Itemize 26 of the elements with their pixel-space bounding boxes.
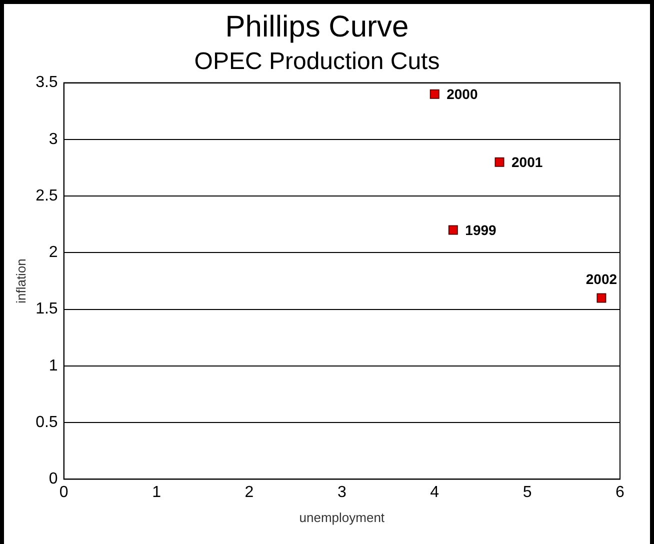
annotation: 2001 — [512, 154, 543, 170]
x-tick-label: 6 — [616, 484, 625, 502]
y-axis-title: inflation — [13, 258, 28, 304]
y-tick-label: 2 — [48, 244, 58, 262]
chart-title: Phillips Curve — [225, 10, 409, 44]
y-tick-label: 1.5 — [36, 300, 58, 318]
x-tick-label: 4 — [430, 484, 440, 502]
point — [596, 293, 606, 303]
y-tick-label: 1 — [48, 357, 58, 374]
y-tick-label: 2.5 — [36, 187, 58, 204]
point — [448, 225, 458, 235]
y-tick-label: 0.5 — [36, 414, 58, 431]
x-tick-label: 3 — [337, 484, 346, 502]
point — [494, 157, 504, 167]
annotation: 2002 — [586, 270, 618, 287]
annotation: 1999 — [465, 222, 497, 238]
x-tick-label: 5 — [522, 484, 532, 502]
x-tick-label: 2 — [244, 484, 254, 502]
y-tick-label: 3 — [48, 130, 58, 148]
chart-subtitle: OPEC Production Cuts — [194, 48, 440, 76]
x-axis-title: unemployment — [299, 510, 385, 525]
y-tick-label: 0 — [48, 470, 58, 488]
y-tick-label: 3.5 — [36, 74, 58, 92]
annotation: 2000 — [446, 86, 478, 102]
point — [430, 89, 440, 99]
x-tick-label: 1 — [152, 484, 162, 502]
